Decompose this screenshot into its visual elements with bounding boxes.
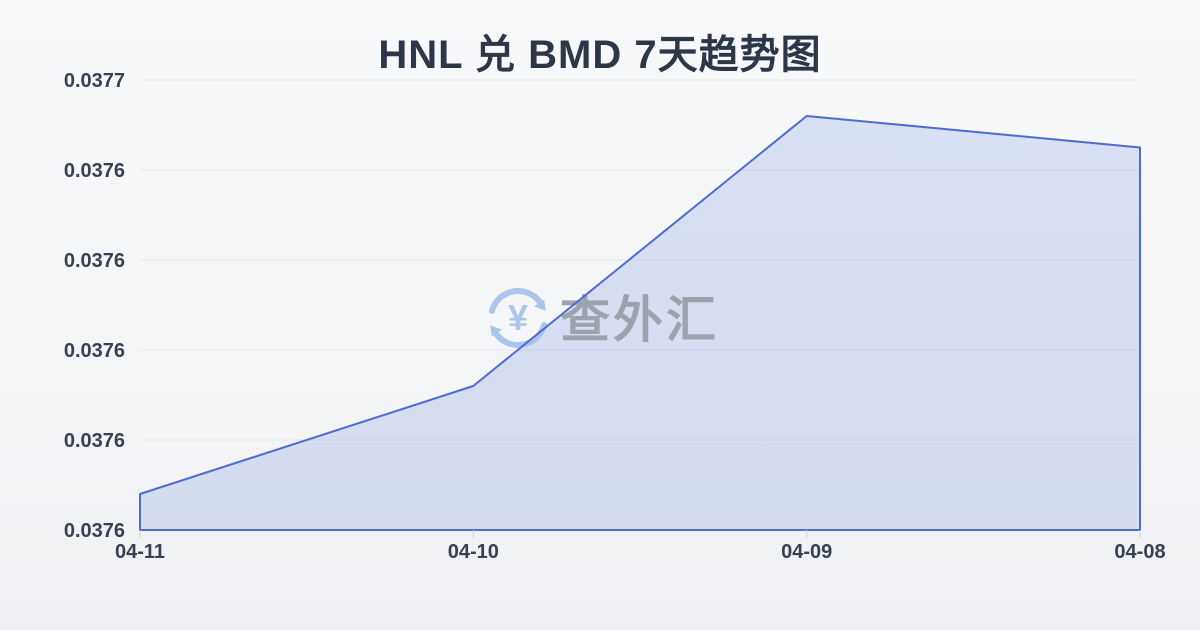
x-axis-tick-label: 04-11: [115, 541, 165, 563]
y-axis-tick-label: 0.0376: [64, 250, 125, 272]
x-labels-layer: 04-11 04-10 04-09 04-08: [115, 541, 1166, 563]
x-axis-tick-label: 04-08: [1114, 541, 1165, 563]
y-axis-tick-label: 0.0377: [64, 70, 125, 92]
y-labels-layer: 0.0377 0.0376 0.0376 0.0376 0.0376 0.0376: [64, 70, 125, 542]
x-axis-tick-label: 04-10: [448, 541, 499, 563]
y-axis-tick-label: 0.0376: [64, 340, 125, 362]
watermark-yen-symbol: ¥: [508, 297, 528, 338]
chart-title: HNL 兑 BMD 7天趋势图: [378, 33, 822, 77]
watermark-text: 查外汇: [560, 292, 719, 348]
y-axis-tick-label: 0.0376: [64, 160, 125, 182]
y-axis-tick-label: 0.0376: [64, 430, 125, 452]
y-axis-tick-label: 0.0376: [64, 520, 125, 542]
watermark: ¥ 查外汇: [488, 288, 719, 348]
x-ticks-layer: [139, 530, 1141, 538]
x-axis-tick-label: 04-09: [781, 541, 832, 563]
area-fill: [140, 116, 1140, 530]
